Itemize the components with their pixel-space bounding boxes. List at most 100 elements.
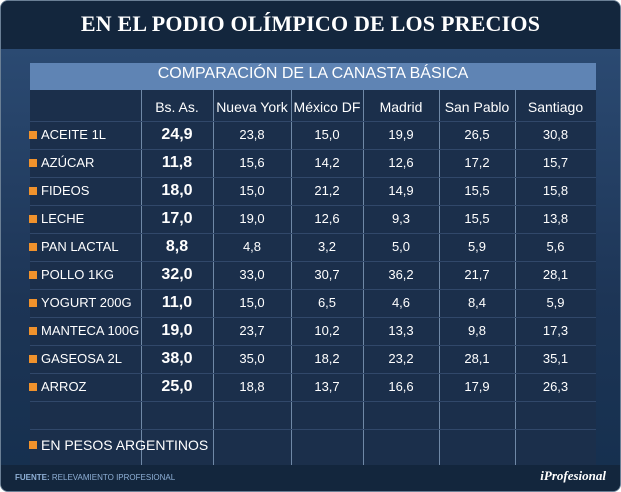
- table-cell: 35,0: [239, 351, 265, 366]
- table-cell: 19,9: [388, 127, 414, 142]
- table-cell: 13,3: [388, 323, 414, 338]
- table-cell: 23,8: [239, 127, 265, 142]
- row-bullet: [29, 383, 37, 391]
- table-cell: 4,6: [391, 295, 411, 310]
- table-cell: 24,9: [161, 126, 193, 143]
- table-cell: 23,2: [388, 351, 414, 366]
- table-cell: 12,6: [314, 211, 340, 226]
- row-divider: [30, 401, 596, 402]
- footer-bar: [1, 465, 620, 491]
- table-cell: 14,9: [388, 183, 414, 198]
- table-cell: 5,9: [546, 295, 565, 310]
- row-divider: [30, 429, 596, 430]
- table-cell: 5,0: [391, 239, 411, 254]
- row-bullet: [29, 271, 37, 279]
- table-cell: 21,2: [314, 183, 340, 198]
- table-cell: 30,8: [542, 127, 569, 142]
- table-cell: 23,7: [239, 323, 265, 338]
- note-bullet: [29, 441, 37, 449]
- table-subtitle: COMPARACIÓN DE LA CANASTA BÁSICA: [157, 65, 469, 82]
- row-divider: [30, 373, 596, 374]
- table-cell: 13,7: [314, 379, 340, 394]
- row-divider: [30, 261, 596, 262]
- currency-note: EN PESOS ARGENTINOS: [41, 437, 209, 453]
- table-cell: 26,3: [542, 379, 569, 394]
- table-cell: 33,0: [239, 267, 265, 282]
- column-divider: [141, 90, 142, 465]
- table-cell: 12,6: [388, 155, 414, 170]
- table-cell: 30,7: [314, 267, 340, 282]
- column-header: San Pablo: [444, 99, 510, 115]
- table-cell: 18,0: [161, 182, 193, 199]
- table-cell: 11,0: [161, 294, 193, 311]
- row-bullet: [29, 299, 37, 307]
- table-cell: 5,9: [467, 239, 487, 254]
- table-cell: 28,1: [464, 351, 490, 366]
- row-bullet: [29, 327, 37, 335]
- table-cell: 19,0: [239, 211, 265, 226]
- column-header: Madrid: [379, 99, 423, 115]
- row-label: MANTECA 100G: [41, 323, 140, 338]
- row-divider: [30, 177, 596, 178]
- table-cell: 15,7: [542, 155, 569, 170]
- row-divider: [30, 233, 596, 234]
- row-label: GASEOSA 2L: [41, 351, 122, 366]
- table-cell: 25,0: [161, 378, 193, 395]
- source-text: RELEVAMIENTO IPROFESIONAL: [51, 473, 176, 482]
- row-bullet: [29, 215, 37, 223]
- column-divider: [515, 90, 516, 465]
- table-cell: 19,0: [161, 322, 193, 339]
- table-cell: 10,2: [314, 323, 340, 338]
- column-header: México DF: [293, 99, 361, 115]
- row-divider: [30, 317, 596, 318]
- row-divider: [30, 121, 596, 122]
- table-cell: 17,3: [542, 323, 569, 338]
- column-divider: [213, 90, 214, 465]
- page-title: EN EL PODIO OLÍMPICO DE LOS PRECIOS: [80, 11, 541, 36]
- table-cell: 5,6: [546, 239, 565, 254]
- header-bar: [1, 1, 620, 49]
- table-cell: 15,5: [464, 183, 490, 198]
- table-cell: 17,0: [161, 210, 193, 227]
- row-label: LECHE: [41, 211, 85, 226]
- table-cell: 18,8: [239, 379, 265, 394]
- table-cell: 3,2: [317, 239, 337, 254]
- table-cell: 35,1: [542, 351, 569, 366]
- table-cell: 8,8: [165, 238, 189, 255]
- row-bullet: [29, 131, 37, 139]
- column-header: Santiago: [527, 99, 584, 115]
- table-cell: 13,8: [542, 211, 569, 226]
- table-cell: 14,2: [314, 155, 340, 170]
- table-cell: 32,0: [161, 266, 193, 283]
- table-cell: 4,8: [242, 239, 262, 254]
- table-cell: 18,2: [314, 351, 340, 366]
- column-header: Nueva York: [216, 99, 288, 115]
- row-bullet: [29, 243, 37, 251]
- table-cell: 15,0: [239, 295, 265, 310]
- row-label: FIDEOS: [41, 183, 90, 198]
- subheader-bar: [30, 63, 596, 90]
- table-cell: 15,8: [542, 183, 569, 198]
- table-cell: 15,6: [239, 155, 265, 170]
- table-cell: 16,6: [388, 379, 414, 394]
- row-bullet: [29, 159, 37, 167]
- row-label: ACEITE 1L: [41, 127, 107, 142]
- row-label: ARROZ: [41, 379, 87, 394]
- table-cell: 9,3: [391, 211, 411, 226]
- table-cell: 15,0: [239, 183, 265, 198]
- table-cell: 36,2: [388, 267, 414, 282]
- column-divider: [291, 90, 292, 465]
- column-divider: [439, 90, 440, 465]
- source-line: FUENTE: RELEVAMIENTO IPROFESIONAL: [15, 473, 175, 482]
- row-divider: [30, 345, 596, 346]
- table-cell: 15,5: [464, 211, 490, 226]
- row-bullet: [29, 187, 37, 195]
- row-divider: [30, 289, 596, 290]
- table-cell: 11,8: [161, 154, 193, 171]
- table-cell: 38,0: [161, 350, 193, 367]
- price-table: [30, 90, 596, 465]
- table-cell: 6,5: [317, 295, 337, 310]
- row-bullet: [29, 355, 37, 363]
- source-label: FUENTE:: [15, 473, 50, 482]
